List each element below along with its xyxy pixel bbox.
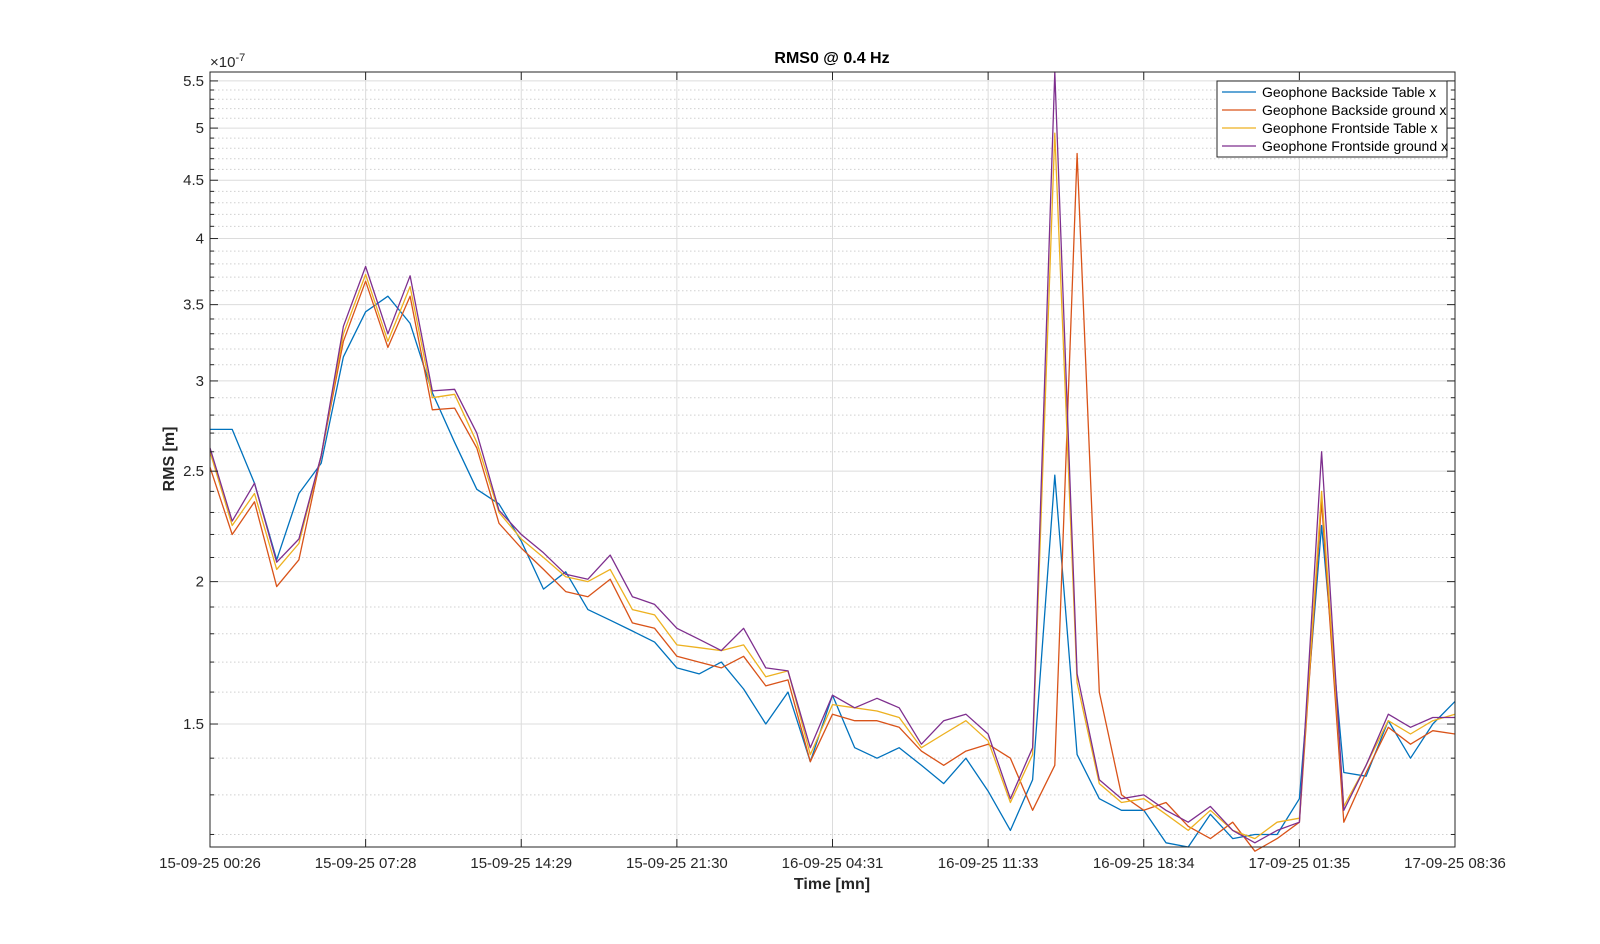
x-tick-label: 15-09-25 21:30: [626, 855, 728, 872]
legend-label-1: Geophone Backside Table x: [1262, 84, 1436, 100]
y-exponent-label: ×10-7: [210, 52, 245, 71]
series-layer: [209, 71, 1456, 852]
y-exponent-power: -7: [235, 52, 245, 64]
major-grid: [209, 72, 1456, 847]
y-tick-label: 4.5: [183, 172, 204, 189]
y-tick-label: 3: [196, 373, 204, 390]
x-tick-label: 17-09-25 08:36: [1404, 855, 1506, 872]
legend-box: [1216, 80, 1448, 158]
y-tick-label: 5: [196, 120, 204, 137]
x-tick-label: 16-09-25 18:34: [1093, 855, 1195, 872]
y-tick-label: 1.5: [183, 716, 204, 733]
x-tick-label: 15-09-25 14:29: [470, 855, 572, 872]
chart-title: RMS0 @ 0.4 Hz: [774, 50, 889, 67]
x-tick-label: 15-09-25 00:26: [159, 855, 261, 872]
legend-label-2: Geophone Backside ground x: [1262, 102, 1446, 118]
x-tick-label: 16-09-25 11:33: [938, 855, 1039, 872]
y-tick-labels: 1.5 2 2.5 3 3.5 4 4.5 5 5.5: [183, 73, 204, 733]
legend-label-4: Geophone Frontside ground x: [1262, 138, 1448, 154]
x-tick-label: 16-09-25 04:31: [782, 855, 884, 872]
series-line-4: [209, 71, 1455, 844]
y-tick-label: 5.5: [183, 73, 204, 90]
legend: Geophone Backside Table x Geophone Backsi…: [1216, 80, 1448, 158]
y-exponent-base: ×10: [210, 54, 235, 71]
y-tick-label: 2.5: [183, 463, 204, 480]
x-tick-label: 15-09-25 07:28: [315, 855, 417, 872]
series-line-2: [209, 152, 1456, 852]
x-axis-label: Time [mn]: [794, 876, 870, 893]
x-tick-label: 17-09-25 01:35: [1249, 855, 1351, 872]
y-tick-label: 4: [196, 231, 204, 248]
series-line-3: [209, 132, 1456, 840]
y-tick-label: 3.5: [183, 297, 204, 314]
legend-label-3: Geophone Frontside Table x: [1262, 120, 1438, 136]
y-tick-label: 2: [196, 574, 204, 591]
ticks-layer: [209, 72, 1456, 847]
x-tick-labels: 15-09-25 00:26 15-09-25 07:28 15-09-25 14:…: [159, 855, 1506, 872]
y-axis-label: RMS [m]: [161, 427, 178, 492]
